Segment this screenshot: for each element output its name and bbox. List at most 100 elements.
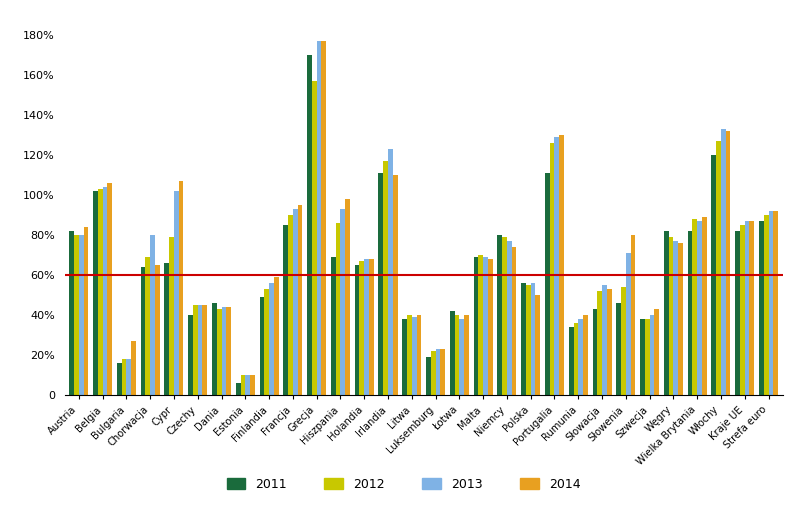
Bar xyxy=(155,266,160,395)
Bar xyxy=(669,237,673,395)
Bar xyxy=(178,182,183,395)
Bar xyxy=(369,260,374,395)
Bar xyxy=(236,383,240,395)
Bar xyxy=(483,258,488,395)
Bar xyxy=(725,131,730,395)
Bar xyxy=(426,357,431,395)
Bar xyxy=(217,309,222,395)
Bar xyxy=(265,289,269,395)
Bar xyxy=(678,243,683,395)
Bar xyxy=(198,305,203,395)
Bar xyxy=(750,222,755,395)
Bar xyxy=(359,262,364,395)
Bar xyxy=(222,307,226,395)
Bar xyxy=(441,349,445,395)
Bar xyxy=(355,266,359,395)
Bar xyxy=(140,267,145,395)
Bar xyxy=(84,228,88,395)
Bar xyxy=(550,143,554,395)
Bar xyxy=(745,222,750,395)
Bar xyxy=(602,285,607,395)
Bar xyxy=(497,235,502,395)
Bar xyxy=(702,218,707,395)
Bar xyxy=(768,211,773,395)
Bar xyxy=(165,264,169,395)
Bar xyxy=(735,231,740,395)
Bar xyxy=(521,283,526,395)
Bar xyxy=(288,215,293,395)
Bar xyxy=(298,205,303,395)
Bar xyxy=(98,190,102,395)
Bar xyxy=(188,315,193,395)
Bar xyxy=(773,211,778,395)
Bar xyxy=(74,235,79,395)
Bar xyxy=(388,150,393,395)
Bar xyxy=(454,315,459,395)
Bar xyxy=(393,175,398,395)
Bar xyxy=(545,173,550,395)
Bar xyxy=(673,241,678,395)
Bar xyxy=(336,224,341,395)
Bar xyxy=(274,277,278,395)
Bar xyxy=(474,258,479,395)
Bar xyxy=(383,161,388,395)
Bar xyxy=(412,317,416,395)
Bar xyxy=(712,155,716,395)
Bar xyxy=(240,376,245,395)
Bar xyxy=(107,184,112,395)
Bar xyxy=(645,319,650,395)
Bar xyxy=(250,376,255,395)
Bar xyxy=(260,298,265,395)
Bar xyxy=(621,287,625,395)
Bar xyxy=(569,328,574,395)
Bar xyxy=(630,235,635,395)
Bar xyxy=(536,296,540,395)
Bar xyxy=(145,258,150,395)
Bar xyxy=(431,351,436,395)
Bar xyxy=(716,141,721,395)
Bar xyxy=(203,305,207,395)
Bar xyxy=(283,226,288,395)
Bar xyxy=(664,231,669,395)
Bar xyxy=(293,209,298,395)
Bar xyxy=(488,260,492,395)
Bar xyxy=(127,359,132,395)
Bar xyxy=(763,215,768,395)
Bar xyxy=(607,289,612,395)
Bar xyxy=(341,209,345,395)
Bar xyxy=(531,283,536,395)
Bar xyxy=(579,319,583,395)
Bar xyxy=(312,81,316,395)
Bar xyxy=(407,315,412,395)
Bar xyxy=(416,315,421,395)
Bar xyxy=(692,220,697,395)
Bar xyxy=(654,309,659,395)
Bar xyxy=(378,173,383,395)
Bar xyxy=(307,55,312,395)
Bar xyxy=(79,235,84,395)
Bar xyxy=(436,349,441,395)
Bar xyxy=(554,137,559,395)
Bar xyxy=(321,42,326,395)
Legend: 2011, 2012, 2013, 2014: 2011, 2012, 2013, 2014 xyxy=(221,473,586,496)
Bar xyxy=(331,258,336,395)
Bar xyxy=(117,364,122,395)
Bar xyxy=(625,254,630,395)
Bar xyxy=(449,311,454,395)
Bar xyxy=(721,129,725,395)
Bar xyxy=(583,315,587,395)
Bar xyxy=(479,256,483,395)
Bar xyxy=(597,292,602,395)
Bar xyxy=(316,42,321,395)
Bar xyxy=(269,283,274,395)
Bar xyxy=(245,376,250,395)
Bar xyxy=(688,231,692,395)
Bar xyxy=(169,237,174,395)
Bar xyxy=(740,226,745,395)
Bar xyxy=(102,188,107,395)
Bar xyxy=(502,237,507,395)
Bar xyxy=(459,319,464,395)
Bar xyxy=(174,192,178,395)
Bar xyxy=(640,319,645,395)
Bar xyxy=(592,309,597,395)
